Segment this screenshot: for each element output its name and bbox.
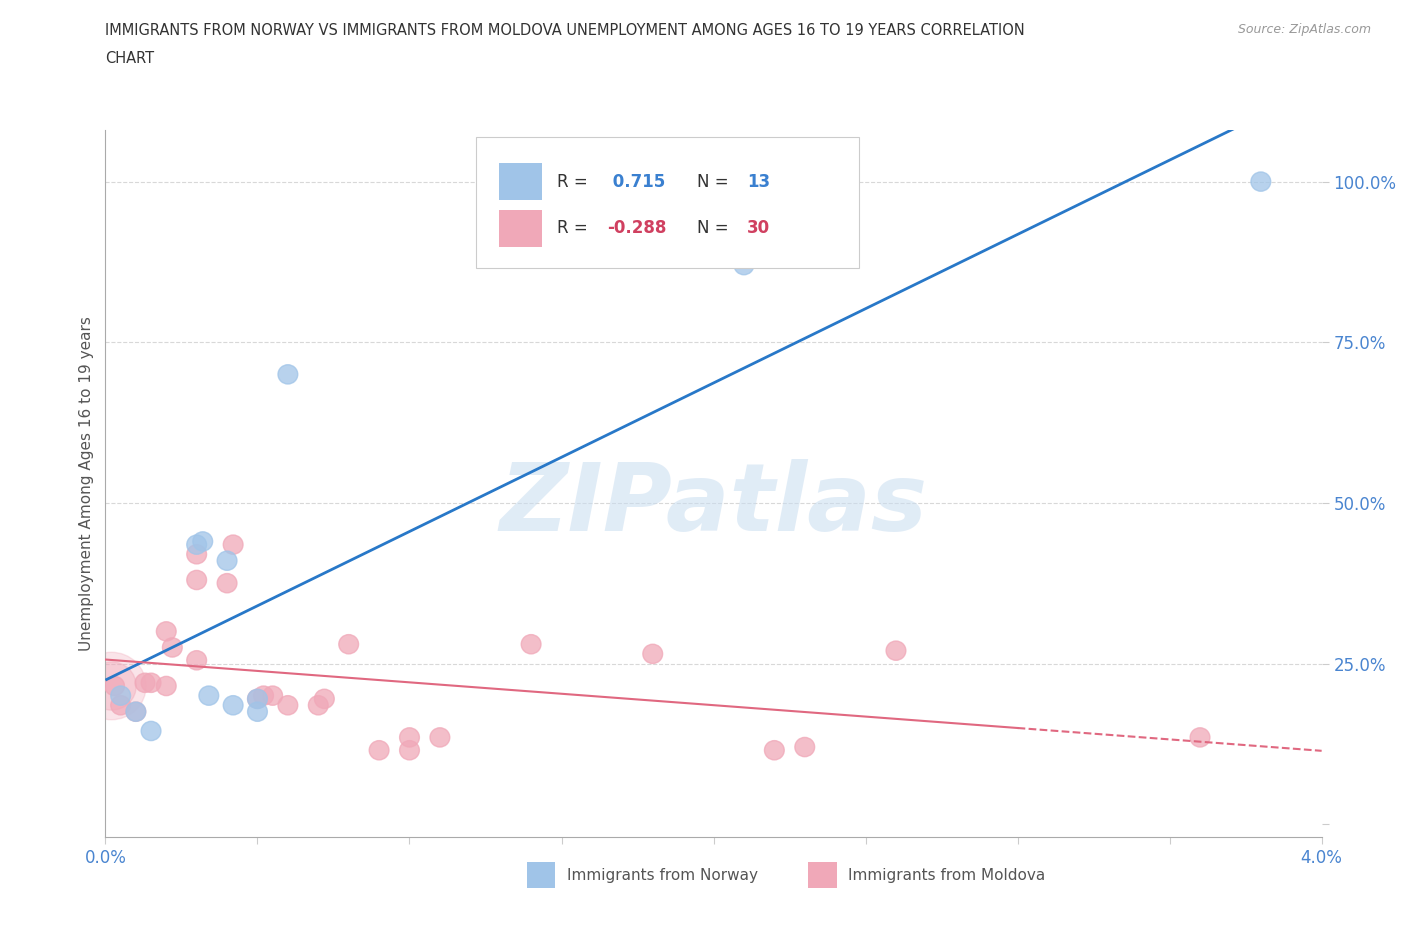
- Ellipse shape: [370, 740, 389, 760]
- Ellipse shape: [141, 722, 160, 740]
- Ellipse shape: [263, 686, 283, 705]
- Ellipse shape: [522, 634, 541, 654]
- Text: R =: R =: [557, 219, 593, 237]
- Ellipse shape: [278, 365, 298, 384]
- Y-axis label: Unemployment Among Ages 16 to 19 years: Unemployment Among Ages 16 to 19 years: [79, 316, 94, 651]
- Text: N =: N =: [696, 173, 734, 191]
- Ellipse shape: [135, 673, 155, 693]
- Ellipse shape: [734, 256, 754, 274]
- Ellipse shape: [643, 644, 662, 663]
- Text: 0.715: 0.715: [607, 173, 665, 191]
- Ellipse shape: [141, 673, 160, 693]
- Ellipse shape: [127, 702, 146, 722]
- Ellipse shape: [765, 740, 785, 760]
- Text: -0.288: -0.288: [607, 219, 666, 237]
- Ellipse shape: [224, 535, 243, 554]
- Ellipse shape: [217, 574, 238, 592]
- Ellipse shape: [247, 689, 267, 709]
- Text: ZIPatlas: ZIPatlas: [499, 458, 928, 551]
- Ellipse shape: [187, 545, 207, 564]
- FancyBboxPatch shape: [499, 209, 543, 247]
- Ellipse shape: [247, 689, 267, 709]
- Ellipse shape: [278, 696, 298, 715]
- Ellipse shape: [111, 696, 131, 715]
- Ellipse shape: [187, 651, 207, 670]
- Text: R =: R =: [557, 173, 593, 191]
- Text: 13: 13: [747, 173, 770, 191]
- Ellipse shape: [430, 728, 450, 747]
- Ellipse shape: [224, 696, 243, 715]
- Ellipse shape: [156, 622, 176, 641]
- Ellipse shape: [127, 702, 146, 722]
- Ellipse shape: [187, 535, 207, 554]
- Text: Source: ZipAtlas.com: Source: ZipAtlas.com: [1237, 23, 1371, 36]
- Ellipse shape: [77, 652, 146, 720]
- Ellipse shape: [187, 570, 207, 590]
- Ellipse shape: [1189, 728, 1211, 747]
- Ellipse shape: [399, 740, 419, 760]
- Ellipse shape: [247, 702, 267, 722]
- Ellipse shape: [315, 689, 335, 709]
- Text: Immigrants from Norway: Immigrants from Norway: [567, 868, 758, 883]
- FancyBboxPatch shape: [499, 163, 543, 200]
- Ellipse shape: [886, 641, 905, 660]
- Ellipse shape: [794, 737, 814, 757]
- Ellipse shape: [163, 638, 183, 658]
- Ellipse shape: [156, 676, 176, 696]
- Ellipse shape: [399, 728, 419, 747]
- Text: N =: N =: [696, 219, 734, 237]
- Ellipse shape: [104, 676, 125, 696]
- Text: 30: 30: [747, 219, 770, 237]
- Ellipse shape: [193, 532, 212, 551]
- FancyBboxPatch shape: [477, 138, 859, 268]
- Ellipse shape: [339, 634, 359, 654]
- Text: IMMIGRANTS FROM NORWAY VS IMMIGRANTS FROM MOLDOVA UNEMPLOYMENT AMONG AGES 16 TO : IMMIGRANTS FROM NORWAY VS IMMIGRANTS FRO…: [105, 23, 1025, 38]
- Ellipse shape: [1251, 172, 1271, 192]
- Text: CHART: CHART: [105, 51, 155, 66]
- Ellipse shape: [217, 551, 238, 570]
- Ellipse shape: [198, 686, 219, 705]
- Text: Immigrants from Moldova: Immigrants from Moldova: [848, 868, 1045, 883]
- Ellipse shape: [111, 686, 131, 705]
- Ellipse shape: [253, 686, 273, 705]
- Ellipse shape: [308, 696, 328, 715]
- Ellipse shape: [87, 662, 136, 711]
